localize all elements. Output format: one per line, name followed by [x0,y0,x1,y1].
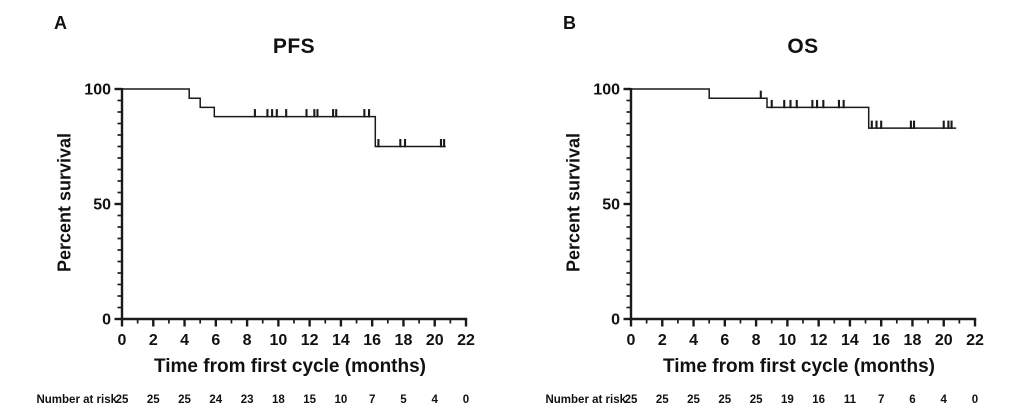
number-at-risk-value: 25 [147,394,160,406]
pfs-plot-title: PFS [272,35,316,58]
number-at-risk-value: 25 [116,394,129,406]
number-at-risk-value: 23 [241,394,254,406]
number-at-risk-value: 6 [909,394,915,406]
x-tick-label: 18 [395,332,413,349]
number-at-risk-value: 18 [272,394,285,406]
panel-pfs: A PFS Percent survival Time from first c… [0,0,508,417]
panel-letter-a: A [54,13,67,33]
number-at-risk-value: 19 [781,394,794,406]
x-tick-label: 6 [720,332,729,349]
panel-os: B OS Percent survival Time from first cy… [509,0,1017,417]
number-at-risk-value: 5 [400,394,407,406]
number-at-risk-value: 7 [878,394,884,406]
number-at-risk-value: 7 [369,394,375,406]
number-at-risk-value: 15 [303,394,316,406]
x-tick-label: 20 [935,332,953,349]
y-tick-label: 0 [611,312,620,329]
y-tick-label: 50 [602,197,620,214]
number-at-risk-value: 10 [335,394,348,406]
number-at-risk-value: 25 [718,394,731,406]
y-tick-label: 0 [102,312,111,329]
number-at-risk-value: 16 [812,394,825,406]
number-at-risk-value: 25 [656,394,669,406]
number-at-risk-value: 24 [209,394,222,406]
x-tick-label: 14 [841,332,859,349]
x-tick-label: 10 [778,332,796,349]
x-tick-label: 22 [457,332,475,349]
x-tick-label: 4 [689,332,698,349]
x-tick-label: 22 [966,332,984,349]
x-tick-label: 4 [180,332,189,349]
x-tick-label: 12 [301,332,319,349]
x-tick-label: 16 [363,332,381,349]
x-tick-label: 18 [904,332,922,349]
y-tick-label: 100 [84,82,111,99]
number-at-risk-value: 4 [432,394,439,406]
number-at-risk-value: 25 [625,394,638,406]
number-at-risk-value: 0 [463,394,469,406]
os-x-axis-label: Time from first cycle (months) [662,356,936,377]
x-tick-label: 6 [211,332,220,349]
number-at-risk-value: 0 [972,394,978,406]
x-tick-label: 0 [118,332,127,349]
survival-curve [122,88,446,148]
x-tick-label: 10 [269,332,287,349]
number-at-risk-value: 25 [687,394,700,406]
x-tick-label: 8 [752,332,761,349]
survival-curve [631,88,957,129]
pfs-x-axis-label: Time from first cycle (months) [153,356,427,377]
x-tick-label: 0 [627,332,636,349]
number-at-risk-label: Number at risk [545,394,626,406]
os-plot-title: OS [787,35,819,58]
x-tick-label: 2 [658,332,667,349]
y-tick-label: 100 [593,82,620,99]
x-tick-label: 8 [243,332,252,349]
x-tick-label: 16 [872,332,890,349]
x-tick-label: 20 [426,332,444,349]
number-at-risk-value: 11 [844,394,857,406]
x-tick-label: 12 [810,332,828,349]
panel-letter-b: B [563,13,576,33]
y-tick-label: 50 [93,197,111,214]
number-at-risk-value: 25 [178,394,191,406]
number-at-risk-value: 25 [750,394,763,406]
number-at-risk-label: Number at risk [36,394,117,406]
x-tick-label: 14 [332,332,350,349]
number-at-risk-value: 4 [941,394,948,406]
x-tick-label: 2 [149,332,158,349]
